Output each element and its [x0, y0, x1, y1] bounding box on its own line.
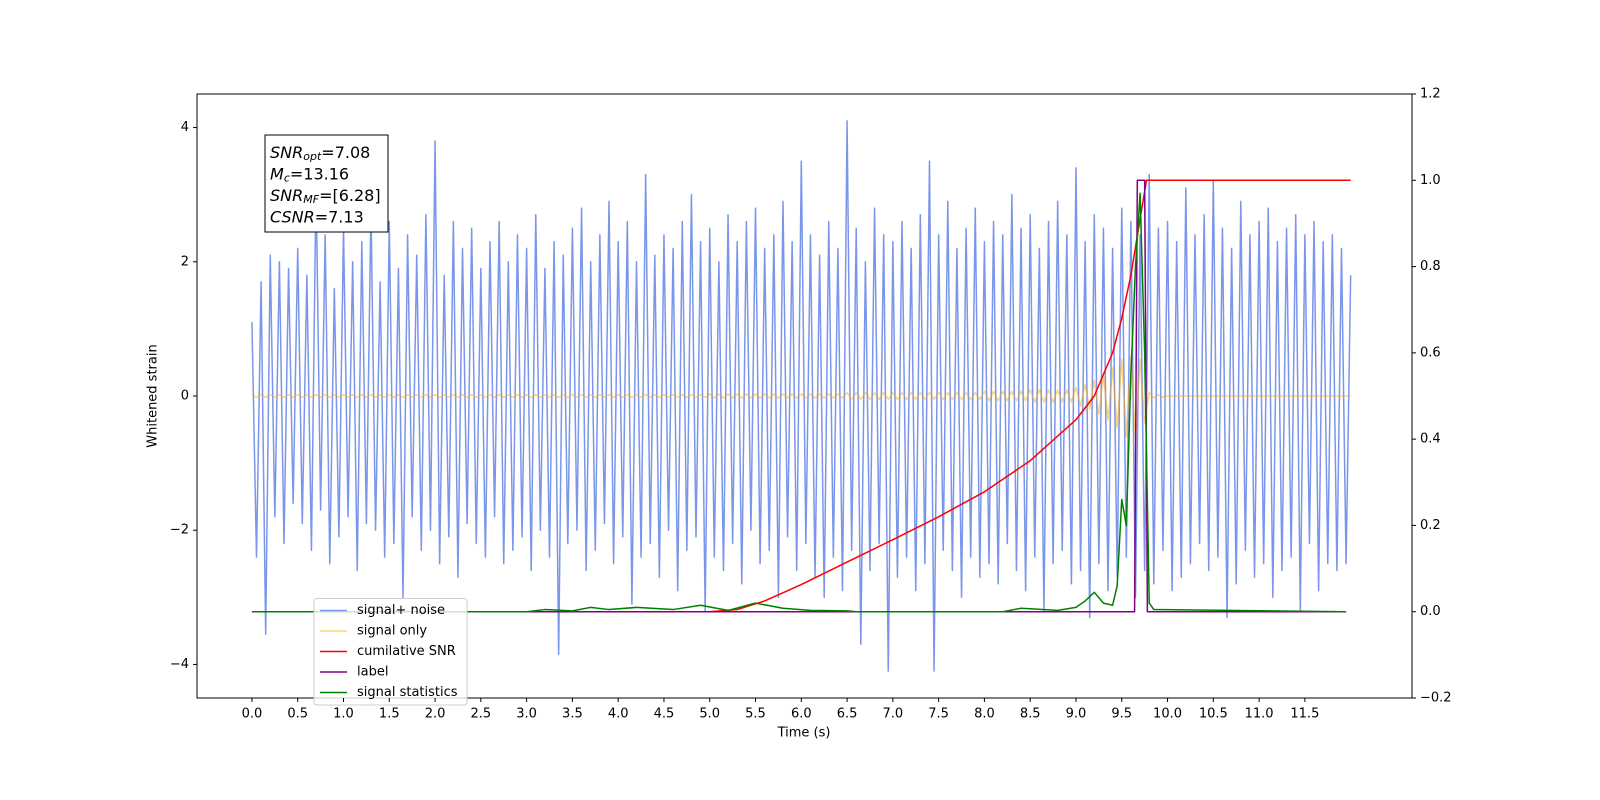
y2-tick-label: 1.2: [1420, 87, 1441, 102]
x-tick-label: 6.0: [791, 707, 812, 722]
annotation-subscript: c: [284, 172, 290, 185]
series-line: [251, 120, 1352, 672]
y-tick-label: −2: [170, 523, 189, 538]
y-tick-label: 0: [181, 389, 189, 404]
series-line: [251, 192, 1347, 613]
legend: signal+ noise signal only cumilative SNR la…: [313, 598, 468, 706]
x-tick-label: 1.0: [333, 707, 354, 722]
legend-label: signal statistics: [357, 685, 458, 700]
annotation-value: =7.13: [315, 207, 364, 226]
y-axis-label: Whitened strain: [146, 344, 161, 447]
annotation-line: SNRMF=[6.28]: [270, 186, 381, 207]
x-tick-label: 5.0: [699, 707, 720, 722]
annotation-value: =7.08: [321, 143, 370, 162]
x-tick-label: 1.5: [379, 707, 400, 722]
x-tick-label: 0.5: [287, 707, 308, 722]
x-tick-label: 2.5: [470, 707, 491, 722]
x-tick-label: 6.5: [837, 707, 858, 722]
x-tick-label: 11.0: [1245, 707, 1274, 722]
x-tick-label: 4.0: [608, 707, 629, 722]
annotation-symbol: CSNR: [270, 207, 315, 226]
y2-tick-label: 0.4: [1420, 432, 1441, 447]
series-line: [251, 179, 1351, 613]
y2-tick-label: −0.2: [1420, 691, 1452, 706]
annotation-frame: [264, 134, 389, 233]
x-tick-label: 8.5: [1020, 707, 1041, 722]
x-tick-label: 3.5: [562, 707, 583, 722]
x-tick-label: 8.0: [974, 707, 995, 722]
annotation-line: SNRopt=7.08: [270, 143, 370, 164]
legend-label: cumilative SNR: [357, 644, 456, 659]
x-tick-label: 5.5: [745, 707, 766, 722]
x-tick-label: 9.0: [1066, 707, 1087, 722]
x-tick-label: 2.0: [425, 707, 446, 722]
annotation-value: =13.16: [290, 164, 349, 183]
y2-tick-label: 0.8: [1420, 259, 1441, 274]
y2-tick-label: 0.2: [1420, 518, 1441, 533]
y-tick-label: −4: [170, 657, 189, 672]
x-tick-label: 10.0: [1153, 707, 1182, 722]
x-tick-label: 11.5: [1290, 707, 1319, 722]
x-tick-label: 4.5: [654, 707, 675, 722]
x-tick-label: 7.5: [928, 707, 949, 722]
annotation-subscript: opt: [303, 150, 322, 163]
y2-tick-label: 0.6: [1420, 345, 1441, 360]
y-tick-label: 2: [181, 254, 189, 269]
x-tick-label: 0.0: [242, 707, 263, 722]
annotation-subscript: MF: [303, 193, 319, 206]
series-line: [251, 354, 1351, 441]
x-tick-label: 9.5: [1111, 707, 1132, 722]
annotation-value: =[6.28]: [319, 186, 381, 205]
x-tick-label: 3.0: [516, 707, 537, 722]
y2-tick-label: 1.0: [1420, 173, 1441, 188]
annotation-symbol: SNR: [270, 186, 303, 205]
y-tick-label: 4: [181, 120, 189, 135]
x-tick-label: 10.5: [1199, 707, 1228, 722]
legend-label: signal only: [357, 624, 427, 639]
annotation-line: Mc=13.16: [270, 164, 349, 185]
legend-label: label: [357, 665, 388, 680]
annotation-line: CSNR=7.13: [270, 207, 364, 226]
annotation-symbol: M: [270, 164, 284, 183]
legend-frame: [313, 598, 468, 706]
y2-tick-label: 0.0: [1420, 604, 1441, 619]
plot-area: [251, 120, 1352, 672]
annotation-symbol: SNR: [270, 143, 303, 162]
x-axis-label: Time (s): [777, 726, 831, 741]
x-tick-label: 7.0: [883, 707, 904, 722]
legend-label: signal+ noise: [357, 603, 445, 618]
